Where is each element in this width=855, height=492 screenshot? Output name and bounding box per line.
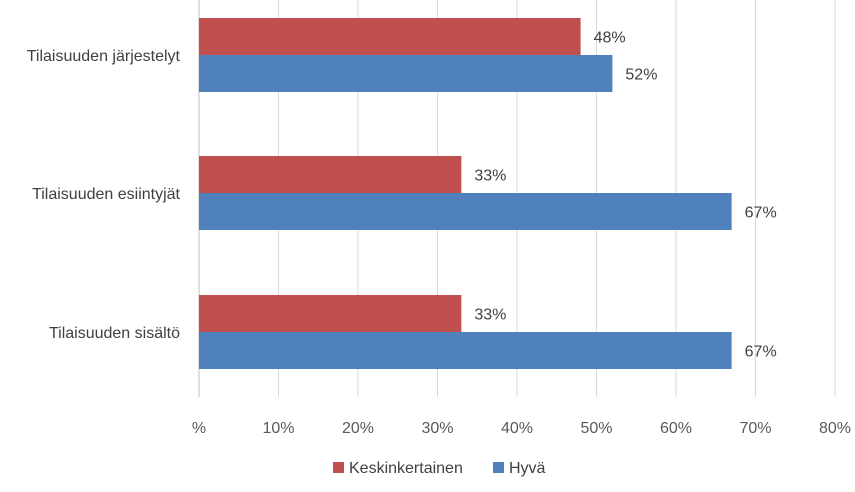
bar-keskinkertainen — [199, 295, 462, 332]
data-label: 67% — [745, 205, 777, 222]
x-tick-label: % — [192, 420, 206, 437]
legend-item: Hyvä — [493, 460, 546, 477]
bar-keskinkertainen — [199, 156, 462, 193]
x-tick-label: 30% — [421, 420, 453, 437]
legend-swatch — [333, 462, 344, 473]
bar-hyva — [199, 193, 732, 230]
legend-label: Keskinkertainen — [349, 460, 463, 477]
legend-item: Keskinkertainen — [333, 460, 463, 477]
x-axis-tick-labels: % 10% 20% 30% 40% 50% 60% 70% 80% — [192, 420, 851, 437]
bar-keskinkertainen — [199, 18, 581, 55]
legend: Keskinkertainen Hyvä — [333, 460, 546, 477]
data-label: 33% — [474, 168, 506, 185]
data-label: 67% — [745, 344, 777, 361]
data-label: 52% — [625, 67, 657, 84]
bar-hyva — [199, 332, 732, 369]
x-tick-label: 10% — [262, 420, 294, 437]
data-label: 33% — [474, 307, 506, 324]
category-label: Tilaisuuden sisältö — [49, 325, 180, 342]
x-tick-label: 60% — [660, 420, 692, 437]
category-label: Tilaisuuden järjestelyt — [27, 48, 181, 65]
x-tick-label: 80% — [819, 420, 851, 437]
x-tick-label: 20% — [342, 420, 374, 437]
legend-swatch — [493, 462, 504, 473]
bars: 48% 52% 33% 67% 33% 67% — [199, 18, 777, 369]
legend-label: Hyvä — [509, 460, 546, 477]
category-label: Tilaisuuden esiintyjät — [32, 186, 180, 203]
bar-hyva — [199, 55, 613, 92]
x-tick-label: 70% — [739, 420, 771, 437]
category-labels: Tilaisuuden järjestelyt Tilaisuuden esiin… — [27, 48, 181, 342]
x-tick-label: 40% — [501, 420, 533, 437]
x-tick-label: 50% — [580, 420, 612, 437]
data-label: 48% — [594, 30, 626, 47]
